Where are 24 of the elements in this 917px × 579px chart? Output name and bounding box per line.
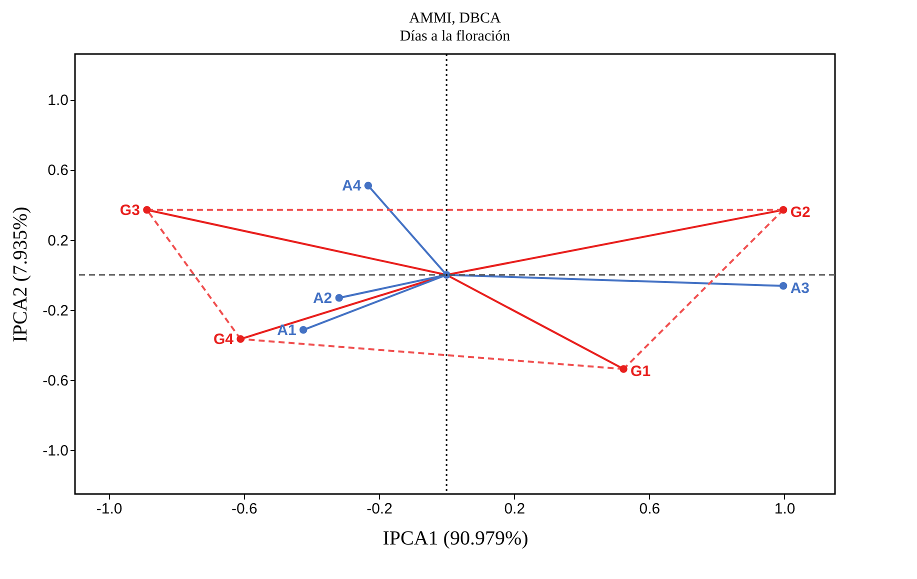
- x-tick-label: 0.2: [504, 500, 526, 518]
- y-axis-title: IPCA2 (7.935%): [10, 206, 32, 342]
- y-tick-label: -0.2: [42, 302, 68, 320]
- annotation: G1: [630, 363, 651, 380]
- annotation: A2: [312, 290, 332, 307]
- x-tick-label: 1.0: [774, 500, 796, 518]
- y-tick-label: -1.0: [42, 442, 68, 460]
- chart-subtitle: Días a la floración: [400, 28, 511, 44]
- annotation: A3: [790, 280, 810, 297]
- x-axis-title: IPCA1 (90.979%): [382, 528, 528, 550]
- annotation: G3: [120, 202, 140, 219]
- y-tick-label: 1.0: [48, 92, 68, 110]
- y-tick-label: -0.6: [42, 372, 68, 390]
- x-tick-label: 0.6: [639, 500, 660, 518]
- annotation: A1: [277, 322, 296, 339]
- chart-title: AMMI, DBCA: [409, 10, 501, 26]
- x-tick-label: -1.0: [96, 500, 122, 518]
- annotation: G2: [790, 204, 810, 221]
- annotation: A4: [342, 178, 362, 195]
- x-tick-label: -0.6: [231, 500, 258, 518]
- annotation: G4: [213, 331, 234, 348]
- x-tick-label: -0.2: [366, 500, 392, 518]
- y-tick-label: 0.6: [48, 162, 68, 180]
- y-tick-label: 0.2: [48, 232, 68, 250]
